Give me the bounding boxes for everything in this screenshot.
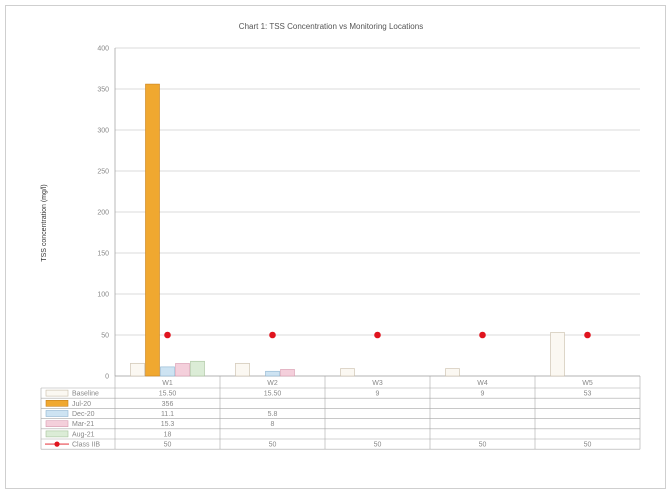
- bars: [130, 83, 565, 377]
- bar-baseline-w5: [550, 332, 565, 377]
- chart-title: Chart 1: TSS Concentration vs Monitoring…: [239, 22, 423, 31]
- y-tick-label: 250: [97, 169, 109, 176]
- bar-baseline-w3: [340, 368, 355, 377]
- table-cell-value: 15.50: [159, 391, 177, 398]
- table-cell-value: 50: [479, 442, 487, 449]
- legend-swatch: [45, 420, 69, 428]
- bar-baseline-w2: [235, 362, 250, 377]
- category-label: W5: [582, 380, 593, 387]
- table-cell-value: 50: [374, 442, 382, 449]
- chart-frame: Chart 1: TSS Concentration vs Monitoring…: [5, 5, 666, 489]
- table-cell-value: 50: [584, 442, 592, 449]
- y-tick-label: 300: [97, 128, 109, 135]
- class-marker-w3: [374, 331, 381, 339]
- chart-svg: Chart 1: TSS Concentration vs Monitoring…: [40, 22, 641, 450]
- table-cell-value: 8: [271, 421, 275, 428]
- bar-dec-20-w1: [160, 366, 175, 377]
- category-label: W2: [267, 380, 278, 387]
- bar-dec-20-w2: [265, 370, 280, 377]
- y-tick-labels: 0 50 100 150 200 250 300 350 400: [97, 46, 109, 381]
- y-tick-label: 150: [97, 251, 109, 258]
- class-marker-w1: [164, 331, 171, 339]
- legend-label: Mar-21: [72, 421, 94, 428]
- bar-mar-21-w1: [175, 363, 190, 377]
- category-label: W4: [477, 380, 488, 387]
- table-cell-value: 9: [376, 391, 380, 398]
- y-tick-label: 100: [97, 292, 109, 299]
- y-tick-label: 50: [101, 333, 109, 340]
- class-marker-w5: [584, 331, 591, 339]
- y-tick-label: 400: [97, 46, 109, 53]
- table-cell-value: 15.50: [264, 391, 282, 398]
- class-marker-w2: [269, 331, 276, 339]
- table-cell-value: 5.8: [268, 411, 278, 418]
- legend-swatch: [45, 430, 69, 438]
- class-marker-w4: [479, 331, 486, 339]
- table-cell-value: 50: [269, 442, 277, 449]
- bar-baseline-w4: [445, 368, 460, 377]
- table-cell-value: 15.3: [161, 421, 175, 428]
- legend-marker: [54, 441, 60, 447]
- gridlines: [114, 47, 640, 377]
- bar-aug-21-w1: [190, 360, 205, 377]
- legend-label: Aug-21: [72, 431, 95, 438]
- category-label: W3: [372, 380, 383, 387]
- table-cell-value: 11.1: [161, 411, 174, 418]
- legend-label: Baseline: [72, 391, 99, 398]
- legend-label: Class IIB: [72, 442, 100, 449]
- data-table: W1 W2 W3 W4 W5 Baseline 15.50 15.50 9 9 53 Jul-20 35…: [40, 376, 641, 450]
- category-label: W1: [162, 380, 173, 387]
- legend-swatch: [45, 410, 69, 417]
- y-axis-label: TSS concentration (mg/l): [41, 184, 48, 261]
- legend-label: Dec-20: [72, 411, 95, 418]
- bar-baseline-w1: [130, 362, 145, 377]
- bar-mar-21-w2: [280, 369, 295, 377]
- legend-swatch: [45, 389, 69, 397]
- table-cell-value: 18: [164, 431, 172, 438]
- bar-jul-20-w1: [145, 83, 160, 377]
- y-tick-label: 350: [97, 87, 109, 94]
- legend-label: Jul-20: [72, 401, 91, 408]
- class-markers: [164, 331, 591, 339]
- table-cell-value: 50: [164, 442, 172, 449]
- table-cell-value: 53: [584, 391, 592, 398]
- y-tick-label: 200: [97, 210, 109, 217]
- table-cell-value: 9: [481, 391, 485, 398]
- legend-swatch: [45, 399, 69, 407]
- table-cell-value: 356: [162, 401, 174, 408]
- y-tick-label: 0: [105, 374, 109, 381]
